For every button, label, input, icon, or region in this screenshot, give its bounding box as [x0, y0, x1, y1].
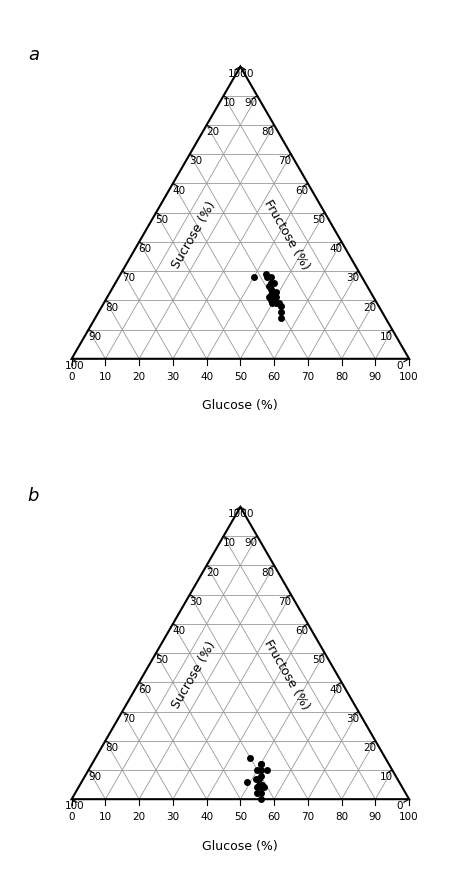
Text: 100: 100	[228, 509, 247, 519]
Text: 30: 30	[189, 597, 202, 607]
Text: 90: 90	[88, 773, 101, 782]
Text: 20: 20	[363, 743, 376, 753]
Text: 90: 90	[369, 812, 382, 822]
Text: 10: 10	[223, 98, 236, 108]
Text: 80: 80	[105, 303, 118, 313]
Text: 30: 30	[346, 714, 359, 724]
Text: 100: 100	[64, 802, 84, 812]
Text: 90: 90	[245, 539, 258, 548]
Text: 0: 0	[397, 361, 403, 371]
Text: 90: 90	[88, 332, 101, 342]
Text: 100: 100	[399, 371, 419, 382]
Text: 0: 0	[246, 509, 253, 519]
Text: 70: 70	[122, 274, 135, 284]
Text: 0: 0	[246, 69, 253, 79]
Text: 10: 10	[380, 773, 393, 782]
Text: 50: 50	[312, 656, 325, 665]
Text: 70: 70	[278, 157, 292, 167]
Text: 20: 20	[133, 371, 146, 382]
Text: 40: 40	[200, 812, 213, 822]
Text: 20: 20	[133, 812, 146, 822]
Text: b: b	[28, 486, 39, 505]
Text: 80: 80	[262, 568, 274, 578]
Text: 100: 100	[64, 361, 84, 371]
Text: 60: 60	[267, 371, 281, 382]
Text: 60: 60	[295, 186, 309, 196]
Text: 90: 90	[369, 371, 382, 382]
Text: 10: 10	[99, 812, 112, 822]
Text: 50: 50	[155, 215, 169, 225]
Text: 40: 40	[173, 626, 185, 636]
Text: 10: 10	[380, 332, 393, 342]
Text: 100: 100	[399, 812, 419, 822]
Text: Fructose (%): Fructose (%)	[262, 198, 312, 272]
Text: 60: 60	[295, 626, 309, 636]
Text: 0: 0	[68, 371, 75, 382]
Text: 10: 10	[223, 539, 236, 548]
Text: 80: 80	[335, 812, 348, 822]
Text: 40: 40	[173, 186, 185, 196]
Text: Fructose (%): Fructose (%)	[262, 638, 312, 712]
Text: 0: 0	[68, 812, 75, 822]
Text: 60: 60	[138, 245, 152, 254]
Text: 50: 50	[234, 812, 247, 822]
Text: Sucrose (%): Sucrose (%)	[170, 639, 219, 711]
Text: 70: 70	[301, 812, 314, 822]
Text: a: a	[28, 46, 39, 65]
Text: 60: 60	[267, 812, 281, 822]
Text: 40: 40	[329, 685, 342, 695]
Text: Glucose (%): Glucose (%)	[202, 400, 278, 412]
Text: 30: 30	[166, 371, 180, 382]
Text: 40: 40	[329, 245, 342, 254]
Text: 30: 30	[346, 274, 359, 284]
Text: 60: 60	[138, 685, 152, 695]
Text: 20: 20	[206, 128, 219, 137]
Text: 50: 50	[234, 371, 247, 382]
Text: 40: 40	[200, 371, 213, 382]
Text: 70: 70	[278, 597, 292, 607]
Text: 30: 30	[189, 157, 202, 167]
Text: 10: 10	[99, 371, 112, 382]
Text: 30: 30	[166, 812, 180, 822]
Text: 50: 50	[155, 656, 169, 665]
Text: 70: 70	[122, 714, 135, 724]
Text: 20: 20	[206, 568, 219, 578]
Text: 80: 80	[262, 128, 274, 137]
Text: 20: 20	[363, 303, 376, 313]
Text: 70: 70	[301, 371, 314, 382]
Text: 100: 100	[228, 69, 247, 79]
Text: 80: 80	[335, 371, 348, 382]
Text: 80: 80	[105, 743, 118, 753]
Text: Glucose (%): Glucose (%)	[202, 840, 278, 852]
Text: 0: 0	[397, 802, 403, 812]
Text: Sucrose (%): Sucrose (%)	[170, 198, 219, 270]
Text: 50: 50	[312, 215, 325, 225]
Text: 90: 90	[245, 98, 258, 108]
